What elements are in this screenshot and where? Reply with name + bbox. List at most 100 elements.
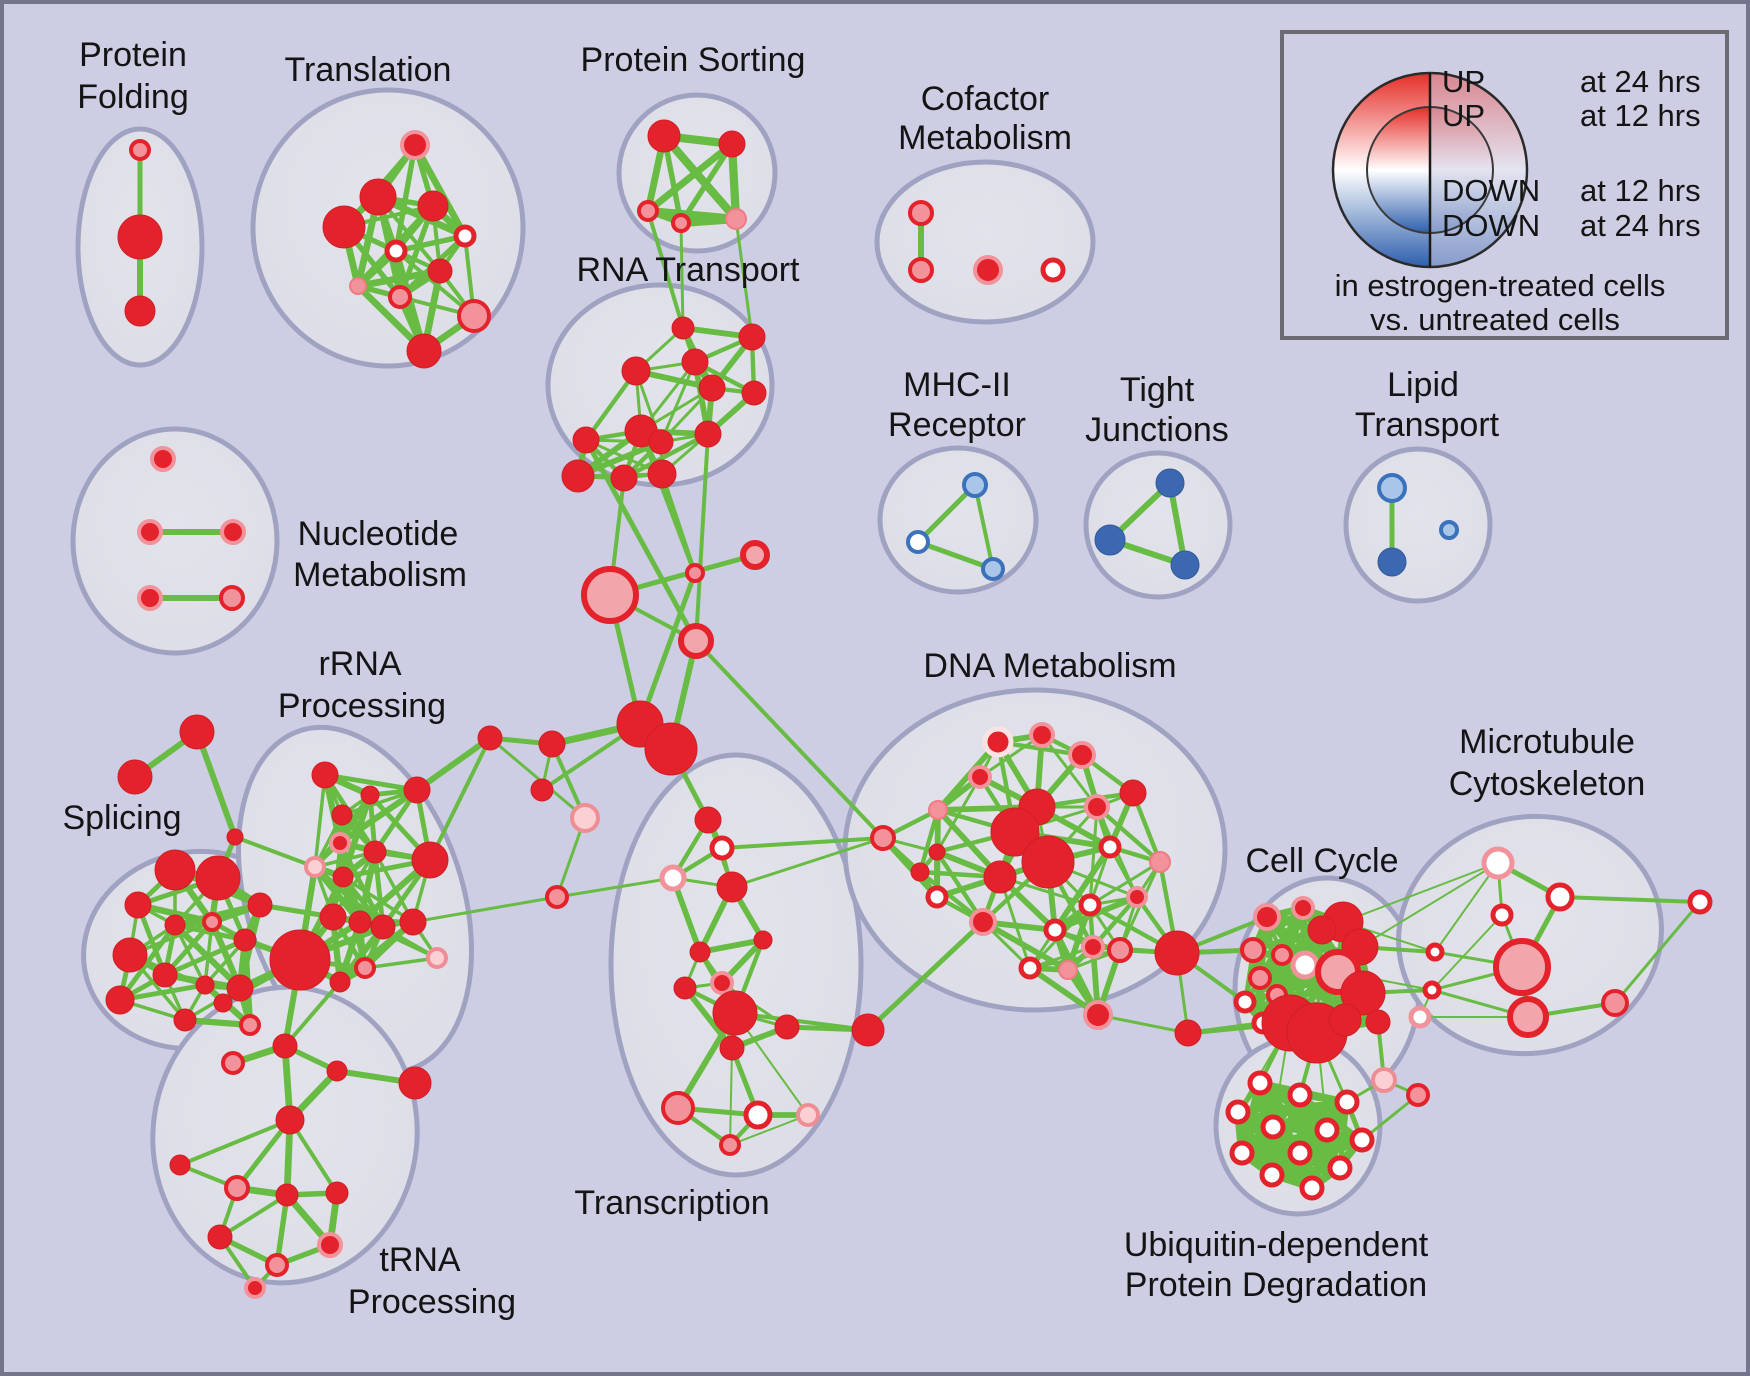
gene-node	[671, 213, 691, 233]
cluster-cofactor-metabolism-label-line2: Metabolism	[898, 119, 1072, 157]
gene-node	[226, 828, 244, 846]
gene-node	[1422, 980, 1442, 1000]
network-edge	[414, 735, 493, 793]
gene-node	[1377, 547, 1407, 577]
gene-node	[1340, 970, 1386, 1016]
gene-node	[150, 446, 176, 472]
network-edge	[555, 876, 675, 899]
gene-node	[1287, 1140, 1313, 1166]
gene-node	[1029, 722, 1055, 748]
gene-node	[712, 990, 758, 1036]
gene-node	[326, 1060, 348, 1082]
gene-node	[673, 976, 697, 1000]
cluster-mhc-ii-receptor-ellipse	[877, 445, 1039, 595]
gene-node	[129, 139, 151, 161]
network-edge	[363, 956, 439, 970]
network-edge	[218, 1193, 289, 1239]
network-edge	[1342, 862, 1499, 923]
network-edge	[973, 483, 995, 571]
network-edge	[354, 267, 444, 290]
cluster-rna-transport-label-line1: RNA Transport	[577, 251, 801, 289]
gene-node	[1328, 1003, 1362, 1037]
gene-node	[870, 825, 896, 851]
network-edge	[917, 807, 941, 875]
legend-caption-line1: in estrogen-treated cells	[1335, 268, 1666, 303]
cluster-microtubule-cytoskeleton-label-line1: Microtubule	[1459, 723, 1635, 761]
gene-node	[1084, 794, 1110, 820]
network-edge	[734, 217, 754, 339]
cluster-lipid-transport-ellipse	[1343, 446, 1493, 604]
gene-node	[710, 971, 734, 995]
gene-node	[384, 239, 408, 263]
network-edge	[637, 570, 698, 727]
legend-faded-half	[1430, 73, 1527, 267]
cluster-lipid-transport-label-line2: Transport	[1355, 406, 1500, 444]
cluster-mhc-ii-receptor-label-line2: Receptor	[888, 406, 1026, 444]
gene-node	[137, 585, 163, 611]
gene-node	[453, 224, 477, 248]
gene-node	[572, 426, 600, 454]
gene-node	[213, 993, 233, 1013]
gene-node	[427, 258, 453, 284]
network-edge	[428, 736, 492, 862]
gene-node	[1408, 1005, 1432, 1029]
gene-node	[1259, 1162, 1285, 1188]
network-nodes	[105, 119, 1713, 1299]
gene-node	[1225, 1099, 1251, 1125]
gene-node	[1439, 520, 1459, 540]
gene-node	[671, 316, 695, 340]
gene-node	[1314, 1117, 1340, 1143]
gene-node	[1174, 1019, 1202, 1047]
gene-node	[740, 540, 770, 570]
gene-node	[173, 1008, 197, 1032]
gene-node	[1334, 1089, 1360, 1115]
network-edge	[1434, 862, 1499, 953]
gene-node	[195, 975, 215, 995]
gene-node	[360, 785, 380, 805]
gene-node	[1260, 1114, 1286, 1140]
network-edge	[659, 131, 741, 224]
gene-node	[610, 464, 638, 492]
gene-node	[275, 1105, 305, 1135]
cluster-ubiquitin-degradation-label-line2: Protein Degradation	[1125, 1266, 1427, 1304]
network-edge	[915, 539, 996, 572]
cluster-nucleotide-metabolism-label-line2: Metabolism	[293, 556, 467, 594]
gene-node	[968, 765, 992, 789]
gene-node	[1253, 903, 1281, 931]
network-edge	[720, 836, 885, 850]
network-edge	[730, 836, 885, 889]
gene-node	[137, 519, 163, 545]
legend-row4-time: at 24 hrs	[1580, 208, 1701, 243]
cluster-tight-junctions-label-line2: Junctions	[1085, 411, 1229, 449]
gene-node	[725, 208, 747, 230]
cluster-lipid-transport-label-line1: Lipid	[1387, 366, 1459, 404]
network-edge	[1431, 914, 1503, 991]
gene-node	[1081, 935, 1105, 959]
gene-node	[685, 563, 705, 583]
gene-node	[265, 1253, 289, 1277]
gene-node	[154, 849, 196, 891]
gene-node	[743, 1100, 773, 1130]
gene-node	[851, 1013, 885, 1047]
cluster-rrna-processing-label-line2: Processing	[278, 687, 446, 725]
gene-node	[1119, 779, 1147, 807]
gene-node	[1240, 937, 1266, 963]
gene-node	[1248, 966, 1272, 990]
legend-row3-direction: DOWN	[1442, 173, 1540, 208]
gene-node	[1291, 896, 1315, 920]
gene-node	[906, 530, 930, 554]
cluster-tight-junctions-label-line1: Tight	[1120, 371, 1195, 409]
gene-node	[969, 908, 997, 936]
gene-node	[124, 295, 156, 327]
gene-node	[311, 761, 339, 789]
gene-node	[411, 841, 449, 879]
cluster-cofactor-metabolism-ellipse	[874, 159, 1096, 325]
network-edge	[372, 849, 386, 930]
gene-node	[1107, 937, 1133, 963]
network-edge	[1096, 1013, 1190, 1035]
gene-node	[1098, 835, 1122, 859]
cluster-microtubule-cytoskeleton-label-line2: Cytoskeleton	[1449, 765, 1646, 803]
gene-node	[1126, 886, 1148, 908]
legend-row1-time: at 24 hrs	[1580, 64, 1701, 99]
network-edge	[178, 1118, 292, 1167]
